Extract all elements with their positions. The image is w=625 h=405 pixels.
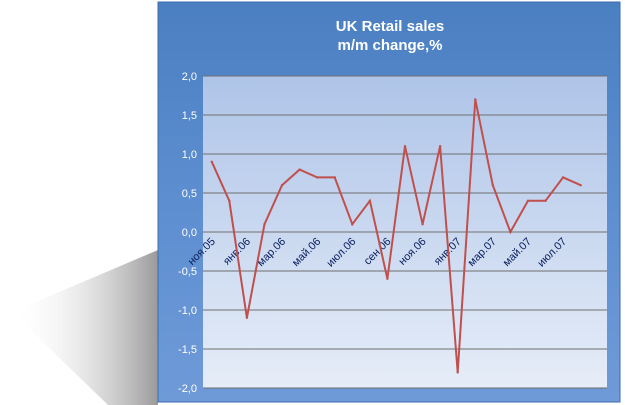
chart-subtitle: m/m change,% (337, 37, 442, 54)
y-tick-label: 2,0 (182, 71, 197, 83)
data-point (368, 199, 372, 202)
y-tick-label: -1,0 (178, 305, 197, 317)
data-point (245, 316, 249, 319)
data-point (386, 277, 389, 280)
y-axis-ticks: 2,0 1,5 1,0 0,5 0,0 -0,5 -1,0 -1,5 -2,0 (178, 71, 197, 395)
data-point (579, 184, 582, 187)
data-point (438, 145, 442, 148)
chart-title: UK Retail sales (336, 18, 444, 35)
data-point (491, 184, 495, 187)
data-point (474, 98, 477, 101)
data-point (526, 199, 530, 202)
y-tick-label: -0,5 (178, 266, 197, 278)
series-line (210, 99, 582, 373)
gridlines (203, 75, 607, 389)
data-point (509, 230, 512, 234)
data-point (298, 168, 301, 171)
data-point (280, 184, 284, 187)
data-point (403, 145, 407, 148)
y-tick-label: 1,0 (182, 149, 197, 161)
y-tick-label: 1,5 (182, 110, 197, 122)
data-point (544, 199, 547, 202)
data-point (210, 160, 213, 163)
data-point (228, 199, 231, 202)
data-point (263, 223, 266, 226)
data-point (561, 176, 565, 179)
y-tick-label: 0,5 (182, 188, 197, 200)
y-tick-label: 0,0 (182, 227, 197, 239)
y-tick-label: -1,5 (178, 344, 197, 356)
data-point (421, 223, 424, 226)
data-point (315, 176, 319, 179)
series-layer (210, 98, 582, 374)
data-point (351, 223, 354, 226)
data-point (333, 176, 336, 179)
data-point (456, 371, 459, 374)
frame-shadow (12, 250, 158, 405)
y-tick-label: -2,0 (178, 383, 197, 395)
